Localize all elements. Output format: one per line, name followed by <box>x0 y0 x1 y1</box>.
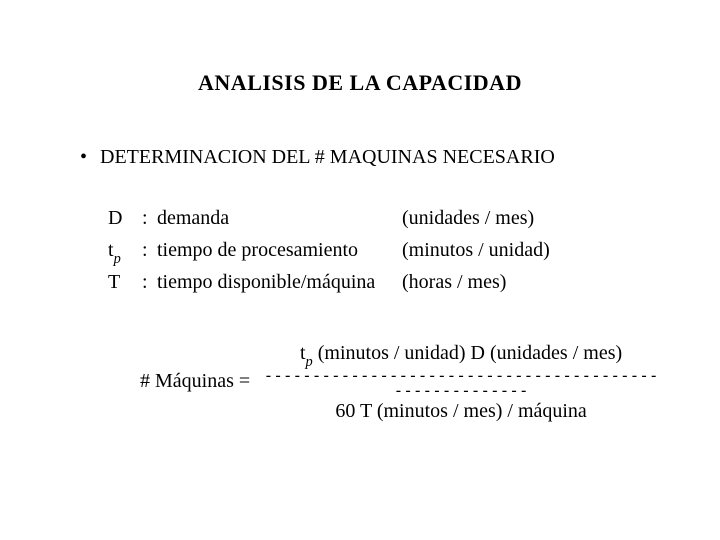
formula: # Máquinas = tp (minutos / unidad) D (un… <box>140 340 660 425</box>
formula-num-tp-main: t <box>300 342 306 364</box>
colon-T: : <box>142 268 152 297</box>
slide-title: ANALISIS DE LA CAPACIDAD <box>60 70 660 96</box>
symbol-tp: tp <box>108 236 142 268</box>
symbol-tp-sub: p <box>114 251 121 267</box>
definition-tp: tp : tiempo de procesamiento (minutos / … <box>108 236 660 268</box>
units-T: (horas / mes) <box>402 268 506 297</box>
slide: ANALISIS DE LA CAPACIDAD •DETERMINACION … <box>0 0 720 540</box>
bullet-icon: • <box>80 146 100 169</box>
formula-lhs: # Máquinas = <box>140 370 262 393</box>
symbol-tp-main: t <box>108 239 114 261</box>
formula-num-tp-sub: p <box>306 354 313 370</box>
definition-D: D : demanda (unidades / mes) <box>108 204 660 236</box>
symbol-D-main: D <box>108 207 122 229</box>
formula-num-rest: (minutos / unidad) D (unidades / mes) <box>313 342 622 364</box>
formula-fraction: tp (minutos / unidad) D (unidades / mes)… <box>262 340 660 425</box>
formula-bar: ----------------------------------------… <box>262 369 660 398</box>
symbol-D: D <box>108 204 142 236</box>
desc-tp: tiempo de procesamiento <box>157 236 397 265</box>
formula-numerator: tp (minutos / unidad) D (unidades / mes) <box>262 340 660 370</box>
symbol-T: T <box>108 268 142 300</box>
section-heading: DETERMINACION DEL # MAQUINAS NECESARIO <box>100 146 555 168</box>
section-heading-row: •DETERMINACION DEL # MAQUINAS NECESARIO <box>80 146 660 169</box>
colon-D: : <box>142 204 152 233</box>
units-tp: (minutos / unidad) <box>402 236 550 265</box>
colon-tp: : <box>142 236 152 265</box>
desc-T: tiempo disponible/máquina <box>157 268 397 297</box>
definition-T: T : tiempo disponible/máquina (horas / m… <box>108 268 660 300</box>
units-D: (unidades / mes) <box>402 204 534 233</box>
desc-D: demanda <box>157 204 397 233</box>
formula-denominator: 60 T (minutos / mes) / máquina <box>262 398 660 424</box>
definitions-block: D : demanda (unidades / mes) tp : tiempo… <box>108 204 660 300</box>
symbol-T-main: T <box>108 271 120 293</box>
